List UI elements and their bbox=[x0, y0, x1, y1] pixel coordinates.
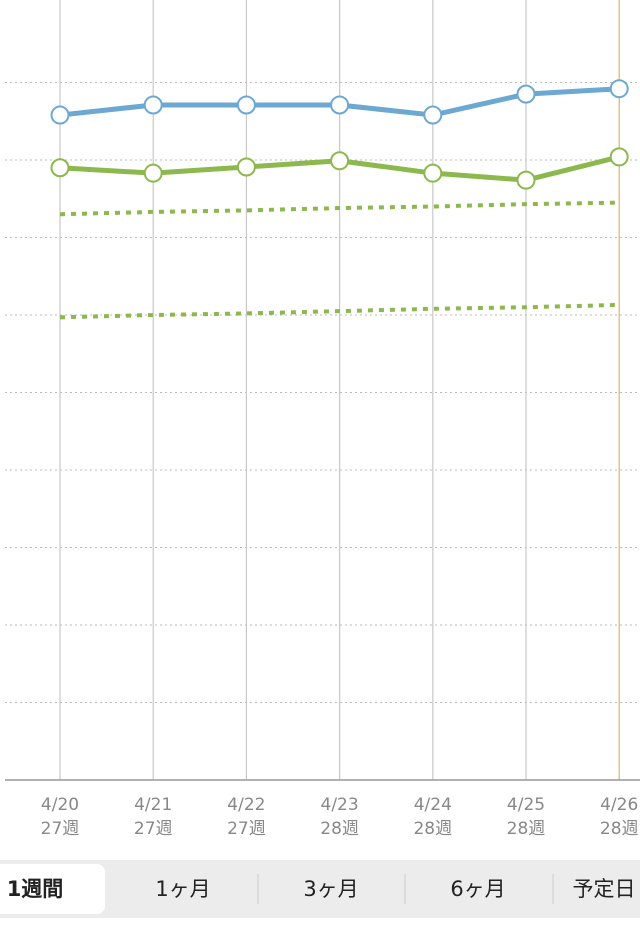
point bbox=[236, 157, 256, 177]
point bbox=[516, 84, 536, 104]
x-tick-label: 4/23 bbox=[321, 795, 359, 815]
point bbox=[50, 105, 70, 125]
tab[interactable]: 予定日 bbox=[573, 877, 636, 901]
point bbox=[330, 151, 350, 171]
x-tick-label: 4/22 bbox=[227, 795, 265, 815]
point bbox=[609, 79, 629, 99]
point bbox=[236, 95, 256, 115]
x-tick-week: 28週 bbox=[600, 819, 639, 839]
point bbox=[330, 95, 350, 115]
series-line bbox=[59, 200, 620, 217]
x-tick-label: 4/20 bbox=[41, 795, 79, 815]
point bbox=[143, 163, 163, 183]
segmented-control bbox=[0, 860, 640, 918]
x-tick-label: 4/24 bbox=[414, 795, 452, 815]
x-tick-label: 4/26 bbox=[600, 795, 638, 815]
x-tick-week: 27週 bbox=[41, 819, 80, 839]
tab[interactable]: 1週間 bbox=[7, 877, 64, 901]
tab[interactable]: 6ヶ月 bbox=[450, 877, 505, 901]
series-line bbox=[59, 302, 620, 320]
tab[interactable]: 3ヶ月 bbox=[303, 877, 358, 901]
x-tick-label: 4/25 bbox=[507, 795, 545, 815]
point bbox=[50, 158, 70, 178]
x-tick-week: 28週 bbox=[320, 819, 359, 839]
selected-segment bbox=[0, 864, 105, 914]
point bbox=[423, 163, 443, 183]
point bbox=[609, 147, 629, 167]
x-tick-label: 4/21 bbox=[134, 795, 172, 815]
point bbox=[143, 95, 163, 115]
point bbox=[423, 105, 443, 125]
tab[interactable]: 1ヶ月 bbox=[155, 877, 210, 901]
x-tick-week: 27週 bbox=[227, 819, 266, 839]
point bbox=[516, 170, 536, 190]
x-tick-week: 28週 bbox=[507, 819, 546, 839]
x-tick-week: 27週 bbox=[134, 819, 173, 839]
x-tick-week: 28週 bbox=[413, 819, 452, 839]
